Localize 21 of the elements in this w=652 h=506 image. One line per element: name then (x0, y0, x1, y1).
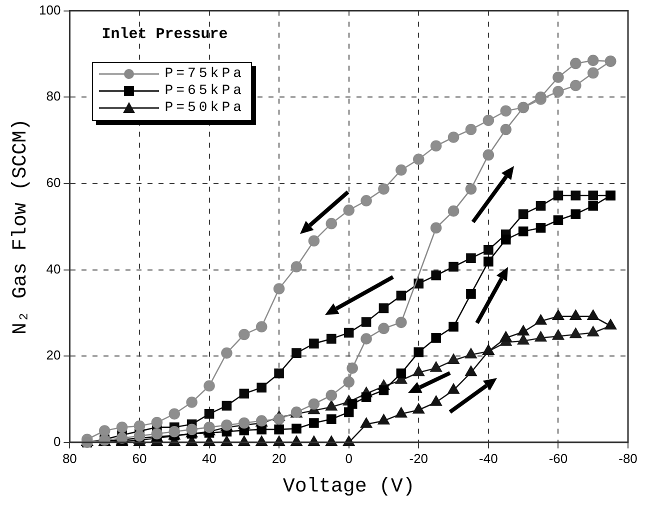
legend-label: P=75kPa (164, 66, 244, 82)
legend-label: P=65kPa (164, 83, 244, 100)
y-axis-title: N₂ Gas Flow (SCCM) (9, 118, 32, 335)
x-tick-label: -40 (479, 450, 498, 466)
x-tick-label: -60 (548, 450, 568, 466)
x-tick-label: 40 (202, 450, 216, 466)
x-tick-label: 60 (132, 450, 147, 466)
y-tick-label: 100 (38, 2, 61, 18)
y-tick-label: 60 (46, 175, 61, 190)
y-tick-label: 40 (46, 261, 61, 276)
legend-label: P=50kPa (164, 100, 244, 116)
x-tick-label: -20 (409, 450, 428, 466)
x-tick-label: -80 (618, 450, 638, 466)
y-tick-label: 0 (53, 434, 61, 449)
x-tick-label: 80 (62, 450, 77, 466)
y-tick-label: 80 (46, 88, 61, 104)
y-tick-label: 20 (46, 348, 61, 363)
legend-title: Inlet Pressure (102, 26, 228, 43)
x-tick-label: 0 (345, 450, 352, 466)
x-tick-label: 20 (272, 450, 286, 466)
x-axis-title: Voltage (V) (282, 475, 415, 498)
